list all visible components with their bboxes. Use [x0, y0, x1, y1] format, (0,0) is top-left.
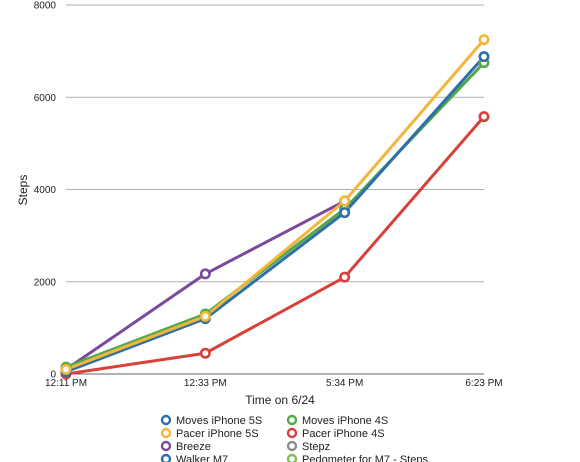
- legend-label: Pacer iPhone 5S: [176, 428, 259, 440]
- x-axis-ticks: 12:11 PM 12:33 PM 5:34 PM 6:23 PM: [45, 378, 503, 389]
- grid: [66, 4, 484, 375]
- x-tick-label: 6:23 PM: [465, 378, 502, 389]
- data-point: [339, 271, 351, 283]
- y-tick-label: 0: [50, 370, 56, 381]
- legend-marker: [160, 427, 172, 439]
- data-point: [478, 34, 490, 46]
- legend-label: Pedometer for M7 - Steps: [302, 454, 428, 462]
- y-tick-label: 4000: [34, 185, 57, 196]
- series-lines: [65, 38, 486, 376]
- data-point: [478, 111, 490, 123]
- x-axis-title: Time on 6/24: [245, 393, 315, 407]
- legend-label: Breeze: [176, 441, 211, 453]
- data-point: [199, 268, 211, 280]
- legend-marker: [286, 440, 298, 452]
- legend-marker: [286, 427, 298, 439]
- series-line: [65, 199, 346, 371]
- legend-marker: [286, 453, 298, 462]
- series-points: [60, 34, 490, 380]
- data-point: [339, 195, 351, 207]
- legend-label: Walker M7: [176, 454, 228, 462]
- series-line: [65, 55, 486, 374]
- legend-label: Stepz: [302, 441, 330, 453]
- data-point: [478, 51, 490, 63]
- legend-marker: [160, 440, 172, 452]
- series-line: [65, 38, 486, 371]
- series-line: [65, 115, 486, 376]
- y-axis-ticks: 0 2000 4000 6000 8000: [34, 1, 57, 381]
- data-point: [199, 310, 211, 322]
- x-tick-label: 12:33 PM: [184, 378, 227, 389]
- series-line: [65, 61, 486, 369]
- legend-marker: [286, 414, 298, 426]
- legend-marker: [160, 414, 172, 426]
- y-tick-label: 2000: [34, 277, 57, 288]
- legend-label: Moves iPhone 4S: [302, 415, 388, 427]
- legend-label: Moves iPhone 5S: [176, 415, 262, 427]
- y-axis-title: Steps: [16, 175, 30, 206]
- legend-label: Pacer iPhone 4S: [302, 428, 385, 440]
- data-point: [339, 207, 351, 219]
- data-point: [199, 347, 211, 359]
- y-tick-label: 6000: [34, 93, 57, 104]
- x-tick-label: 5:34 PM: [326, 378, 363, 389]
- data-point: [60, 363, 72, 375]
- y-tick-label: 8000: [34, 1, 57, 12]
- legend-marker: [160, 453, 172, 462]
- x-tick-label: 12:11 PM: [45, 378, 87, 389]
